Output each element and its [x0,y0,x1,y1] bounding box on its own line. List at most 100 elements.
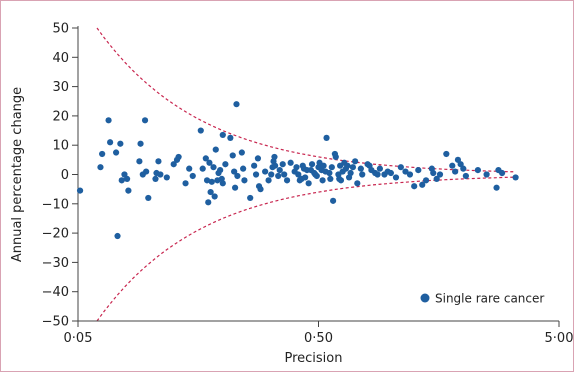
data-point [112,149,120,156]
y-tick-label: −20 [42,227,69,242]
data-point [163,174,170,181]
data-point [118,177,125,184]
data-point [354,180,361,187]
data-point [329,197,337,204]
data-point [287,159,294,166]
funnel-lower-limit [96,176,516,322]
data-point [234,172,241,180]
data-point [189,172,196,180]
data-point [347,169,354,177]
data-point [443,150,450,158]
data-point [227,134,234,141]
y-tick-label: −50 [42,315,69,330]
data-point [512,174,519,181]
x-tick-label: 0·50 [304,331,333,346]
x-tick-label: 0·05 [64,331,93,346]
x-tick-label: 5·00 [545,331,573,346]
data-point [308,161,316,168]
data-point [320,162,327,169]
data-point [276,167,283,174]
data-point [349,164,356,171]
data-point [357,165,364,172]
data-point [199,165,206,172]
data-point [238,149,245,156]
data-point [493,184,500,191]
data-point [460,165,467,172]
data-point [387,169,394,177]
data-point [328,164,335,171]
y-tick-label: −10 [42,197,69,212]
funnel-upper-limit [96,27,516,173]
data-point [155,158,162,165]
data-point [170,161,177,168]
data-point [344,162,351,169]
data-point [302,174,309,181]
y-tick-label: 40 [52,51,69,66]
data-point [433,175,440,182]
data-point [271,153,278,161]
data-point [114,232,121,240]
data-point [327,175,334,182]
data-point [279,161,286,168]
y-tick-label: 50 [52,22,69,37]
data-point [141,117,149,124]
data-point [219,180,226,187]
data-point [219,131,226,139]
data-point [332,153,339,161]
data-point [186,165,193,172]
data-point [430,169,437,177]
data-point [295,171,302,178]
data-point [462,172,469,180]
data-point [397,164,404,171]
data-point [257,186,264,193]
data-point [337,177,345,184]
data-point [411,183,418,190]
data-point [206,159,213,166]
data-point [145,194,152,202]
data-point [231,184,239,191]
data-point [222,161,229,168]
data-point [202,155,209,162]
y-tick-label: 20 [52,109,69,124]
data-point [293,164,300,171]
data-point [374,171,381,178]
legend-label: Single rare cancer [435,292,544,306]
data-point [139,171,146,178]
data-point [449,162,456,169]
data-point [217,167,224,174]
data-point [182,180,189,187]
legend-marker [420,293,430,303]
data-point [247,194,254,202]
data-point [76,187,84,194]
data-point [241,177,248,184]
data-point [483,171,490,178]
data-points [76,101,519,240]
data-point [203,177,211,184]
y-axis-ticks: 50 40 30 20 10 0 −10 −20 −30 −40 −50 [42,22,78,330]
data-point [474,167,481,174]
data-point [240,165,247,172]
data-point [281,171,288,178]
data-point [251,162,258,169]
data-point [137,140,144,147]
data-point [392,174,400,181]
y-tick-label: −30 [42,256,69,271]
data-point [123,175,131,182]
data-point [231,168,238,175]
data-point [152,175,159,182]
data-point [254,155,262,162]
data-point [105,117,112,124]
data-point [175,153,182,161]
data-point [436,171,444,178]
data-point [117,140,124,147]
data-point [252,171,260,178]
data-point [125,187,132,194]
data-point [211,193,218,200]
x-axis-label: Precision [284,351,342,366]
data-point [205,199,212,206]
y-tick-label: −40 [42,285,69,300]
y-tick-label: 0 [61,168,69,183]
data-point [415,167,422,174]
